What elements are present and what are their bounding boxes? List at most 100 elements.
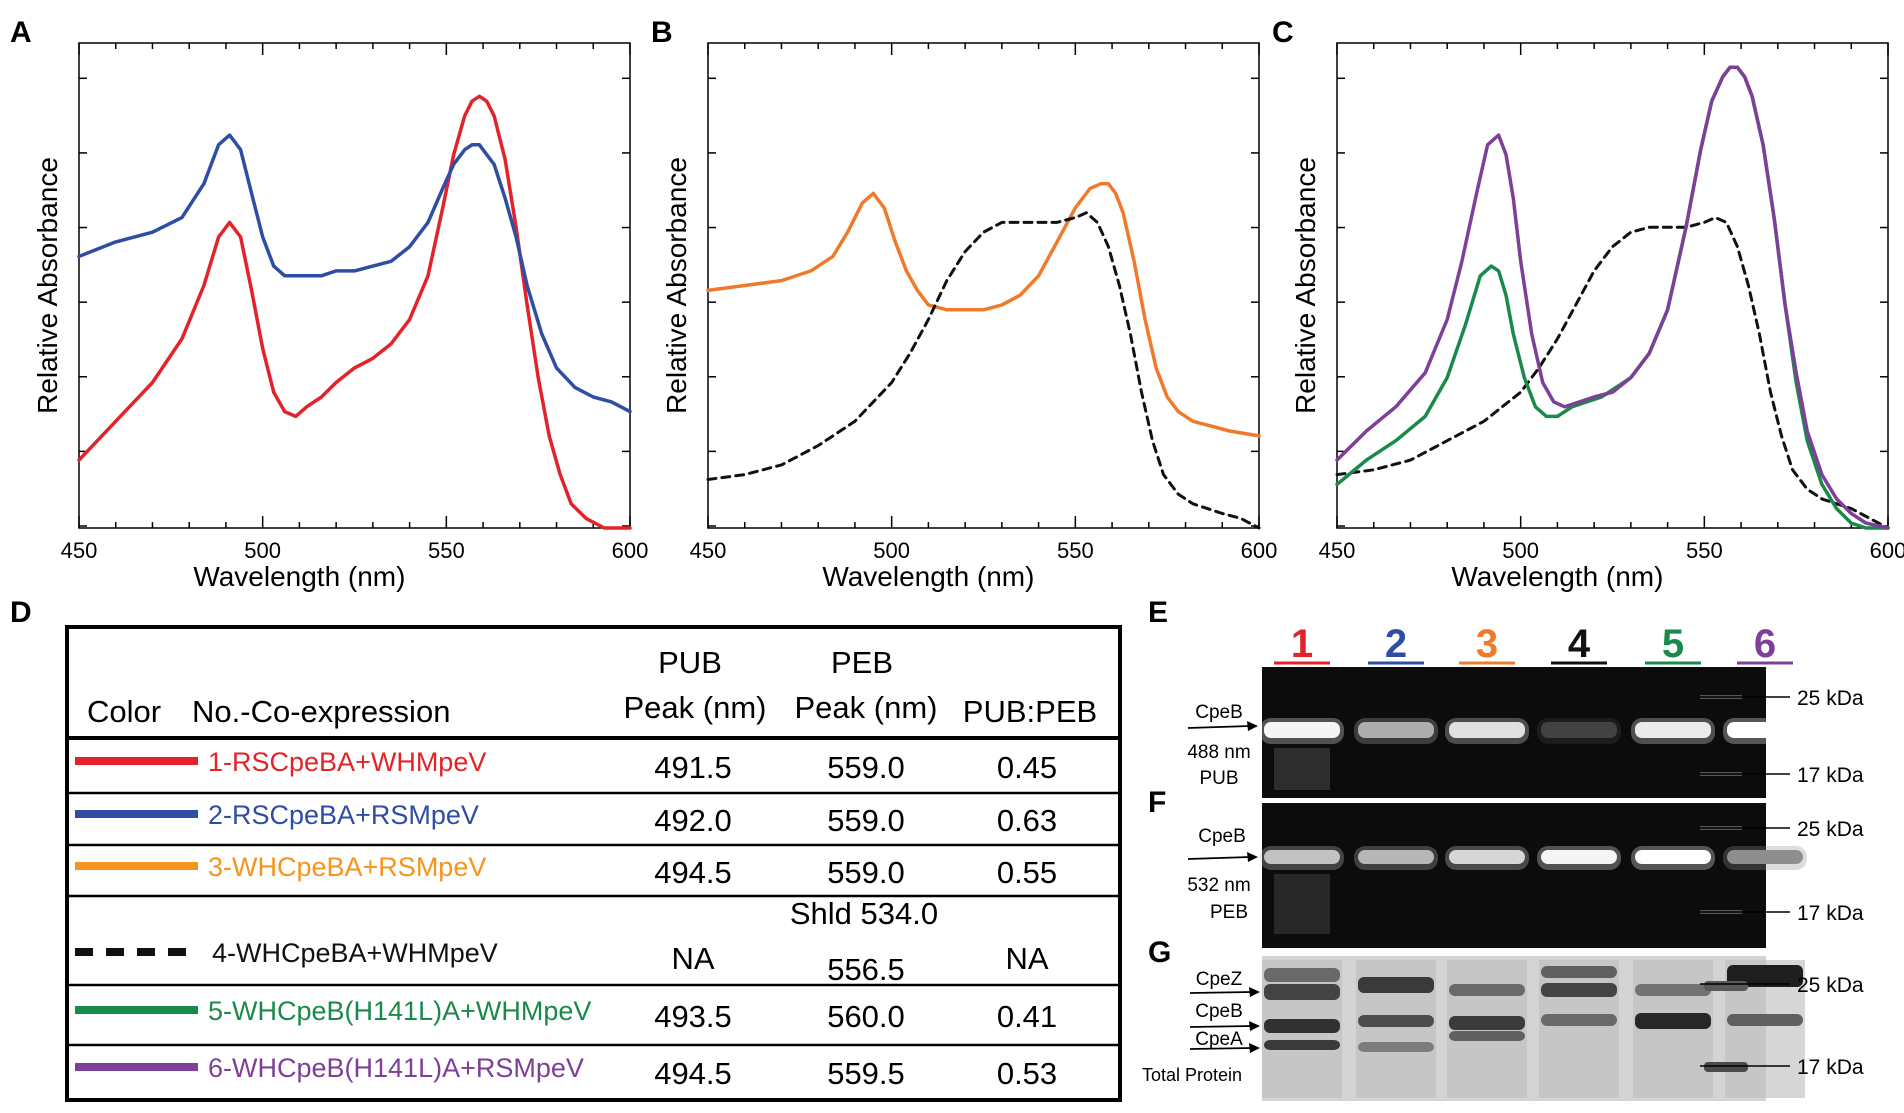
- gel-band: [1264, 850, 1340, 864]
- gel-band: [1541, 722, 1617, 738]
- chromophore-label: PEB: [1210, 902, 1248, 923]
- band-label-cpeb: CpeB: [1195, 1001, 1243, 1022]
- ratio-value: 0.55: [997, 855, 1057, 890]
- table-border: [65, 625, 1122, 1102]
- plot-frame: [1336, 42, 1889, 529]
- gel-band: [1449, 722, 1525, 738]
- gel-smear: [1274, 874, 1330, 934]
- x-tick-label: 550: [428, 538, 465, 563]
- header-pub: PUB: [658, 645, 722, 680]
- panel-letter-f: F: [1148, 786, 1166, 819]
- gel-band: [1449, 850, 1525, 864]
- band-arrow: [1187, 856, 1251, 860]
- gel-band: [1635, 850, 1711, 864]
- gel-lane: [1539, 960, 1619, 1098]
- pub-peak-value: NA: [671, 941, 714, 976]
- series-line-1: [77, 94, 632, 530]
- ratio-value: 0.45: [997, 750, 1057, 785]
- band-arrow: [1189, 1025, 1253, 1028]
- header-peb: PEB: [831, 645, 893, 680]
- x-tick-label: 500: [873, 538, 910, 563]
- gel-g: [1262, 956, 1805, 1101]
- gel-band: [1727, 722, 1803, 738]
- panel-letter-c: C: [1272, 16, 1294, 49]
- panel-letter-b: B: [651, 16, 673, 49]
- marker-label-high: 25 kDa: [1797, 974, 1864, 997]
- summary-table: Color No.-Co-expression PUB Peak (nm) PE…: [65, 625, 1122, 1102]
- gel-band: [1264, 722, 1340, 738]
- peb-peak-value: Shld 534.0: [790, 896, 938, 931]
- band-arrow: [1189, 991, 1253, 994]
- x-axis-label: Wavelength (nm): [1451, 561, 1663, 592]
- gel-band: [1264, 968, 1340, 982]
- gel-panels: 1 2 3 4 5 6 25 kDa 17 kDa 25 kDa 17 kDa 25 kDa 17 k…: [1142, 622, 1864, 1101]
- marker-label-high: 25 kDa: [1797, 818, 1864, 841]
- panel-letter-g: G: [1148, 936, 1171, 969]
- arrow-head: [1247, 721, 1258, 731]
- plot-frame: [707, 42, 1260, 529]
- band-label-cpeb: CpeB: [1198, 826, 1246, 847]
- gel-band: [1541, 983, 1617, 997]
- header-peb-peak: Peak (nm): [795, 690, 938, 725]
- chart-panel-a: 450 500 550 600 Wavelength (nm) Relative Abso…: [32, 42, 649, 592]
- header-color: Color: [87, 694, 161, 729]
- x-tick-label: 500: [1502, 538, 1539, 563]
- marker-band: [1704, 981, 1748, 991]
- gel-band: [1264, 1040, 1340, 1050]
- series-line-2: [77, 133, 632, 414]
- panel-letter-e: E: [1148, 596, 1168, 629]
- series-line-1: [1335, 216, 1890, 530]
- peb-peak-value-2: 556.5: [827, 952, 905, 987]
- peb-peak-value: 559.0: [827, 750, 905, 785]
- peb-peak-value: 560.0: [827, 999, 905, 1034]
- band-arrow: [1189, 1047, 1253, 1050]
- series-line-3: [1335, 65, 1890, 530]
- lane-number-6: 6: [1754, 622, 1776, 666]
- peb-peak-value: 559.5: [827, 1056, 905, 1091]
- arrow-head: [1249, 1043, 1260, 1053]
- table-row: 5-WHCpeB(H141L)A+WHMpeV 493.5 560.0 0.41: [75, 996, 1057, 1034]
- y-axis-label: Relative Absorbance: [32, 157, 63, 414]
- chart-panel-c: 450 500 550 600 Wavelength (nm) Relative Abso…: [1290, 42, 1904, 592]
- y-axis-label: Relative Absorbance: [661, 157, 692, 414]
- coexpression-label: 4-WHCpeBA+WHMpeV: [212, 938, 498, 968]
- series-line-1: [706, 181, 1261, 438]
- coexpression-label: 2-RSCpeBA+RSMpeV: [208, 800, 479, 830]
- gel-band: [1727, 1014, 1803, 1026]
- marker-label-low: 17 kDa: [1797, 902, 1864, 925]
- chromophore-label: PUB: [1199, 768, 1238, 789]
- panel-letter-d: D: [10, 596, 32, 629]
- gel-band: [1358, 850, 1434, 864]
- coexpression-label: 6-WHCpeB(H141L)A+RSMpeV: [208, 1053, 584, 1083]
- pub-peak-value: 494.5: [654, 1056, 732, 1091]
- series-line-2: [1335, 65, 1890, 530]
- arrow-head: [1249, 987, 1260, 997]
- marker-label-high: 25 kDa: [1797, 687, 1864, 710]
- gel-smear: [1274, 748, 1330, 790]
- plot-frame: [78, 42, 631, 529]
- gel-band: [1541, 966, 1617, 978]
- arrow-head: [1249, 1021, 1260, 1031]
- peb-peak-value: 559.0: [827, 855, 905, 890]
- lane-number-4: 4: [1568, 622, 1591, 666]
- x-tick-label: 600: [1870, 538, 1904, 563]
- x-tick-label: 600: [612, 538, 649, 563]
- gel-band: [1727, 965, 1803, 987]
- gel-band: [1635, 1013, 1711, 1029]
- pub-peak-value: 493.5: [654, 999, 732, 1034]
- gel-band: [1449, 1031, 1525, 1041]
- table-row: 1-RSCpeBA+WHMpeV 491.5 559.0 0.45: [75, 747, 1057, 785]
- gel-band: [1541, 1014, 1617, 1026]
- gel-band: [1358, 977, 1434, 993]
- coexpression-label: 3-WHCpeBA+RSMpeV: [208, 852, 486, 882]
- arrow-head: [1247, 852, 1258, 862]
- chart-panel-b: 450 500 550 600 Wavelength (nm) Relative Abso…: [661, 42, 1277, 592]
- lane-number-1: 1: [1291, 622, 1313, 666]
- excitation-wavelength: 532 nm: [1187, 875, 1250, 896]
- gel-band: [1264, 984, 1340, 1000]
- gel-band: [1727, 850, 1803, 864]
- lane-number-3: 3: [1476, 622, 1498, 666]
- pub-peak-value: 494.5: [654, 855, 732, 890]
- gel-band: [1358, 722, 1434, 738]
